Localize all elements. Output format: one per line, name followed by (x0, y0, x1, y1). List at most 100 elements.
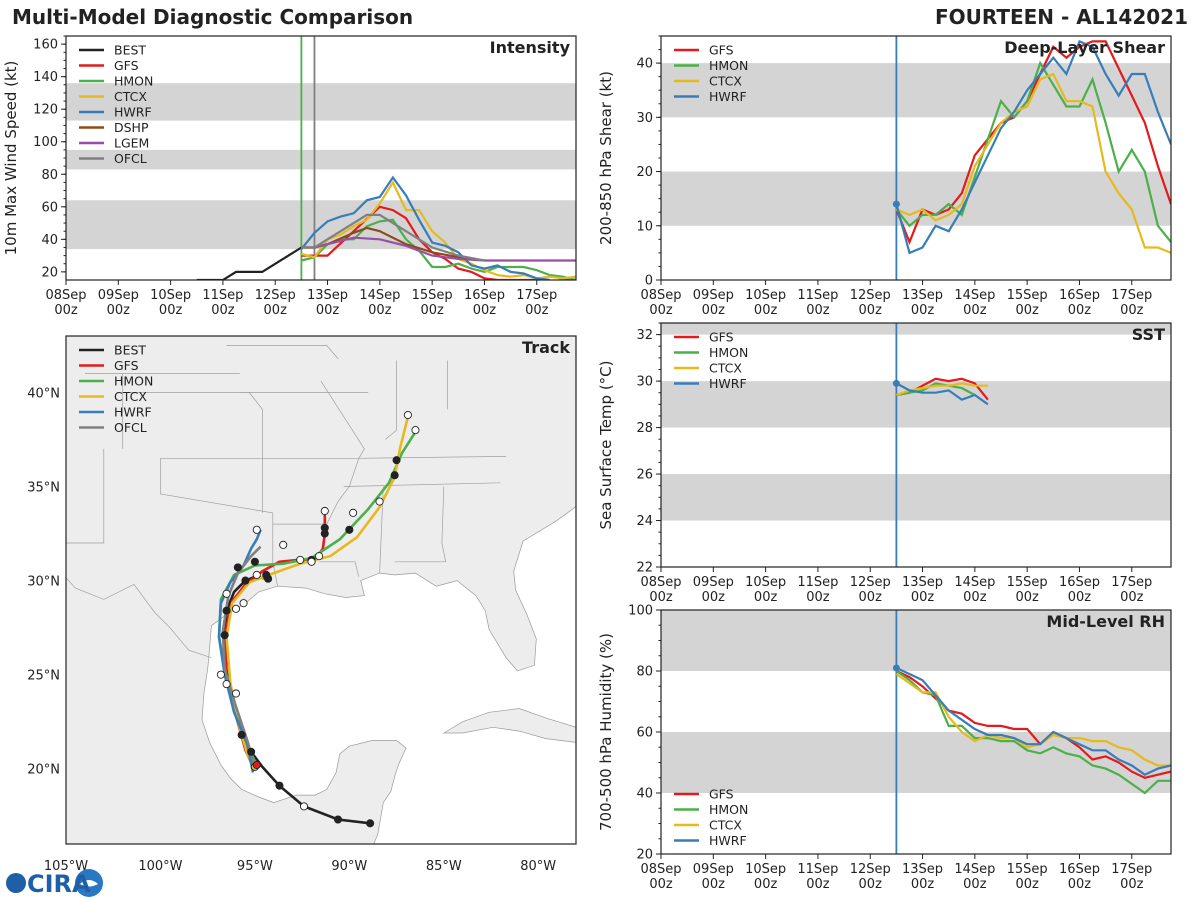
track-position-marker (220, 631, 229, 640)
rh-xtick-label: 00z (859, 877, 883, 892)
shear-xtick-label: 10Sep (745, 288, 786, 303)
intensity-xtick-label: 12Sep (255, 288, 296, 303)
track-position-marker (333, 815, 343, 824)
shear-legend-label-hwrf: HWRF (709, 89, 747, 104)
chart-panels: 2040608010012014016008Sep00z09Sep00z10Se… (2, 35, 1172, 892)
shear-xtick-label: 11Sep (797, 288, 838, 303)
intensity-ytick-label: 40 (41, 233, 58, 248)
shear-init-point (892, 200, 900, 208)
track-lon-label: 85°W (426, 859, 462, 874)
sst-ytick-label: 28 (636, 421, 653, 436)
track-border (66, 448, 105, 544)
track-frame (65, 335, 577, 845)
track-position-marker (237, 730, 246, 739)
intensity-legend-label-lgem: LGEM (114, 136, 149, 151)
track-position-marker (392, 456, 401, 465)
intensity-xtick-label: 17Sep (516, 288, 557, 303)
shear-xtick-label: 00z (702, 303, 726, 318)
shear-xtick-label: 00z (911, 303, 935, 318)
shear-xtick-label: 00z (1015, 303, 1039, 318)
intensity-xtick-label: 15Sep (412, 288, 453, 303)
shear-xtick-label: 00z (754, 303, 778, 318)
track-series-hwrf (217, 529, 262, 773)
intensity-xtick-label: 14Sep (359, 288, 400, 303)
track-position-marker (252, 525, 261, 534)
track-lon-label: 100°W (138, 859, 182, 874)
rh-xtick-label: 11Sep (797, 862, 838, 877)
shear-xtick-label: 09Sep (693, 288, 734, 303)
shear-xtick-label: 15Sep (1007, 288, 1048, 303)
sst-legend-label-ctcx: CTCX (709, 361, 742, 376)
sst-xtick-label: 00z (1068, 590, 1092, 605)
track-position-marker (403, 410, 412, 420)
track-position-marker (320, 506, 329, 516)
sst-xtick-label: 15Sep (1007, 575, 1048, 590)
rh-ytick-label: 60 (636, 726, 653, 741)
sst-xtick-label: 08Sep (640, 575, 681, 590)
intensity-series-gfs (301, 205, 576, 280)
intensity-ytick-label: 100 (33, 135, 58, 150)
figure-title: Multi-Model Diagnostic Comparison (12, 5, 413, 29)
sst-xtick-label: 12Sep (850, 575, 891, 590)
shear-series-ctcx (895, 72, 1171, 254)
track-series-ofcl (221, 545, 262, 768)
shear-ytick-label: 40 (636, 57, 653, 72)
track-legend-label-ctcx: CTCX (114, 389, 147, 404)
sst-xtick-label: 00z (911, 590, 935, 605)
intensity-xtick-label: 00z (420, 303, 444, 318)
sst-ytick-label: 24 (636, 514, 653, 529)
track-legend-label-gfs: GFS (114, 358, 139, 373)
sst-title: SST (1132, 325, 1165, 344)
rh-xtick-label: 16Sep (1059, 862, 1100, 877)
shear-series-gfs (895, 40, 1171, 245)
rh-title: Mid-Level RH (1046, 612, 1165, 631)
track-position-marker (299, 802, 309, 811)
intensity-title: Intensity (490, 38, 571, 57)
shear-xtick-label: 08Sep (640, 288, 681, 303)
shear-title: Deep-Layer Shear (1004, 38, 1165, 57)
sst-xtick-label: 11Sep (797, 575, 838, 590)
shear-xtick-label: 00z (859, 303, 883, 318)
rh-ylabel: 700-500 hPa Humidity (%) (597, 633, 615, 831)
shear-xtick-label: 00z (963, 303, 987, 318)
track-lon-label: 95°W (237, 859, 273, 874)
rh-legend-label-hmon: HMON (709, 802, 748, 817)
rh-xtick-label: 00z (806, 877, 830, 892)
shear-ytick-label: 20 (636, 165, 653, 180)
sst-frame (660, 322, 1172, 568)
track-position-marker (262, 570, 271, 579)
sst-xtick-label: 13Sep (902, 575, 943, 590)
track-panel: 105°W 100°W 95°W 90°W 85°W 80°W 20°N 25°N 30°N 35… (27, 335, 577, 874)
shear-band (661, 171, 1171, 226)
intensity-panel: 2040608010012014016008Sep00z09Sep00z10Se… (2, 35, 577, 318)
track-border (394, 486, 447, 563)
sst-xtick-label: 00z (806, 590, 830, 605)
sst-xtick-label: 00z (1015, 590, 1039, 605)
sst-xtick-label: 00z (754, 590, 778, 605)
track-legend-label-hwrf: HWRF (114, 405, 152, 420)
track-position-marker (275, 781, 284, 790)
rh-legend-label-ctcx: CTCX (709, 818, 742, 833)
track-border (226, 345, 339, 359)
sst-panel: 22242628303208Sep00z09Sep00z10Sep00z11Se… (597, 322, 1172, 605)
sst-ytick-label: 30 (636, 375, 653, 390)
sst-band (661, 474, 1171, 521)
shear-ytick-label: 0 (645, 274, 653, 289)
intensity-xtick-label: 00z (264, 303, 288, 318)
storm-id-title: FOURTEEN - AL142021 (935, 5, 1188, 29)
intensity-series-hwrf (300, 175, 550, 280)
track-position-marker (231, 689, 241, 698)
rh-ytick-label: 80 (636, 665, 653, 680)
shear-legend-label-gfs: GFS (709, 43, 734, 58)
intensity-xtick-label: 00z (525, 303, 549, 318)
track-legend-label-hmon: HMON (114, 374, 153, 389)
track-position-marker (366, 819, 375, 828)
rh-xtick-label: 10Sep (745, 862, 786, 877)
rh-ytick-label: 100 (628, 604, 653, 619)
intensity-legend-label-hmon: HMON (114, 74, 153, 89)
track-lat-label: 20°N (27, 763, 60, 778)
sst-xtick-label: 00z (859, 590, 883, 605)
sst-ylabel: Sea Surface Temp (°C) (597, 360, 615, 529)
sst-legend-label-hwrf: HWRF (709, 376, 747, 391)
intensity-legend-label-gfs: GFS (114, 58, 139, 73)
